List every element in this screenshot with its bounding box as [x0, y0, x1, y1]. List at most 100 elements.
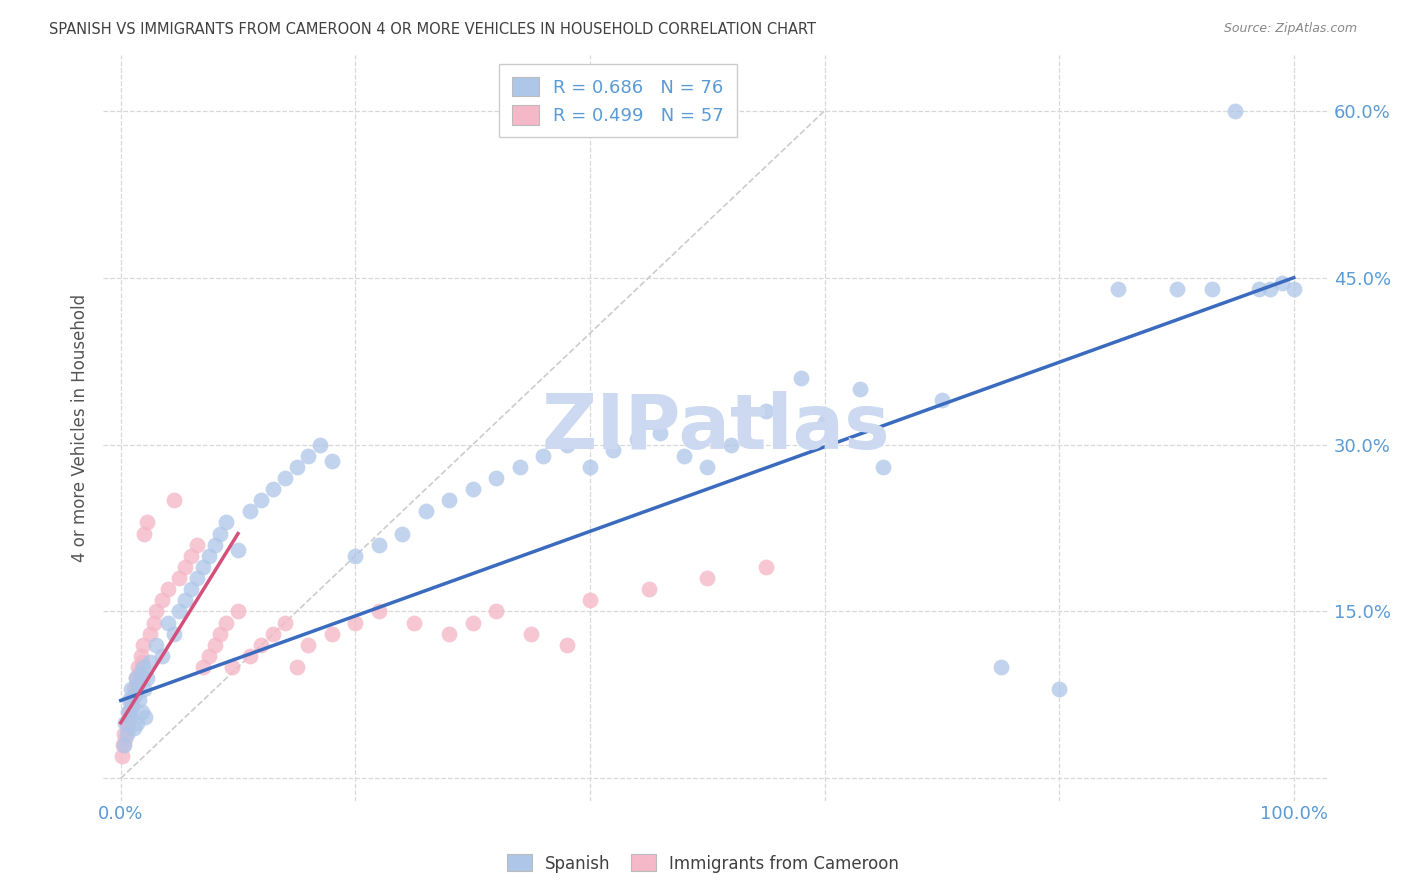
- Point: [191, 560, 214, 574]
- Point: [415, 504, 437, 518]
- Point: [1271, 277, 1294, 291]
- Point: [285, 660, 308, 674]
- Point: [145, 638, 167, 652]
- Point: [134, 526, 156, 541]
- Point: [162, 626, 184, 640]
- Point: [274, 471, 297, 485]
- Point: [180, 582, 202, 597]
- Point: [1166, 282, 1188, 296]
- Point: [120, 710, 142, 724]
- Point: [650, 426, 672, 441]
- Point: [125, 671, 148, 685]
- Point: [461, 482, 484, 496]
- Point: [239, 504, 262, 518]
- Point: [112, 738, 135, 752]
- Point: [142, 615, 165, 630]
- Point: [139, 655, 162, 669]
- Legend: R = 0.686   N = 76, R = 0.499   N = 57: R = 0.686 N = 76, R = 0.499 N = 57: [499, 64, 737, 137]
- Point: [120, 693, 142, 707]
- Point: [174, 593, 197, 607]
- Point: [156, 582, 179, 597]
- Point: [150, 648, 173, 663]
- Point: [125, 671, 148, 685]
- Point: [127, 715, 149, 730]
- Point: [226, 605, 249, 619]
- Point: [120, 710, 142, 724]
- Point: [128, 693, 150, 707]
- Point: [285, 459, 308, 474]
- Text: ZIPatlas: ZIPatlas: [541, 391, 890, 465]
- Point: [150, 593, 173, 607]
- Legend: Spanish, Immigrants from Cameroon: Spanish, Immigrants from Cameroon: [501, 847, 905, 880]
- Point: [520, 626, 543, 640]
- Point: [437, 626, 460, 640]
- Point: [197, 549, 219, 563]
- Point: [112, 727, 135, 741]
- Point: [156, 615, 179, 630]
- Point: [131, 655, 153, 669]
- Point: [111, 749, 134, 764]
- Point: [169, 571, 191, 585]
- Point: [1047, 682, 1070, 697]
- Point: [367, 605, 389, 619]
- Point: [602, 443, 624, 458]
- Point: [191, 660, 214, 674]
- Point: [124, 688, 146, 702]
- Point: [626, 432, 648, 446]
- Point: [813, 415, 835, 429]
- Point: [129, 648, 152, 663]
- Point: [755, 404, 778, 418]
- Point: [931, 393, 953, 408]
- Point: [117, 721, 139, 735]
- Point: [790, 371, 813, 385]
- Point: [132, 660, 155, 674]
- Point: [121, 699, 143, 714]
- Point: [309, 437, 332, 451]
- Point: [297, 449, 319, 463]
- Point: [485, 471, 508, 485]
- Point: [129, 665, 152, 680]
- Point: [209, 526, 232, 541]
- Point: [127, 677, 149, 691]
- Point: [990, 660, 1012, 674]
- Point: [215, 516, 238, 530]
- Point: [672, 449, 695, 463]
- Point: [262, 482, 284, 496]
- Point: [186, 538, 208, 552]
- Point: [127, 677, 149, 691]
- Point: [118, 705, 141, 719]
- Text: Source: ZipAtlas.com: Source: ZipAtlas.com: [1223, 22, 1357, 36]
- Point: [122, 721, 145, 735]
- Point: [509, 459, 531, 474]
- Point: [180, 549, 202, 563]
- Point: [131, 705, 153, 719]
- Point: [1223, 103, 1246, 118]
- Point: [197, 648, 219, 663]
- Point: [128, 665, 150, 680]
- Point: [872, 459, 894, 474]
- Point: [579, 459, 602, 474]
- Point: [215, 615, 238, 630]
- Point: [849, 382, 872, 396]
- Point: [239, 648, 262, 663]
- Point: [114, 732, 136, 747]
- Point: [127, 660, 149, 674]
- Point: [145, 605, 167, 619]
- Point: [461, 615, 484, 630]
- Point: [169, 605, 191, 619]
- Point: [696, 459, 718, 474]
- Point: [117, 705, 139, 719]
- Point: [367, 538, 389, 552]
- Point: [755, 560, 778, 574]
- Point: [344, 615, 367, 630]
- Point: [115, 715, 138, 730]
- Point: [115, 727, 138, 741]
- Point: [250, 638, 273, 652]
- Point: [297, 638, 319, 652]
- Point: [135, 516, 157, 530]
- Point: [186, 571, 208, 585]
- Point: [531, 449, 554, 463]
- Point: [1282, 282, 1305, 296]
- Point: [391, 526, 413, 541]
- Point: [204, 538, 226, 552]
